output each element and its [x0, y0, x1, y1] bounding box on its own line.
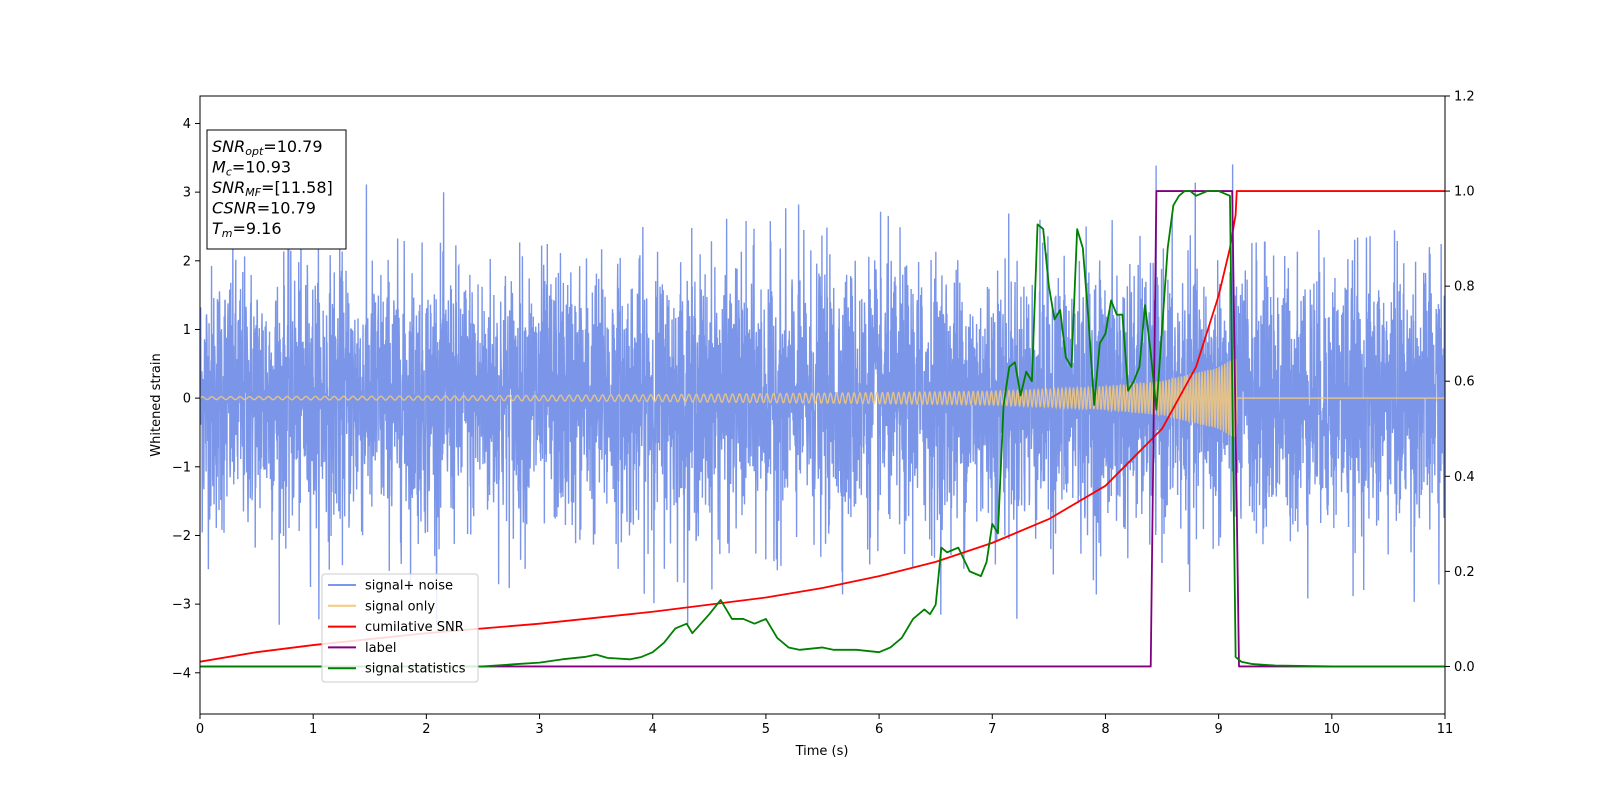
annotation-line: Mc=10.93 [212, 158, 291, 179]
series-signal-statistics [200, 190, 1445, 668]
x-tick-label: 7 [988, 722, 996, 737]
x-tick-label: 4 [649, 722, 657, 737]
y-tick-label-left: −4 [172, 666, 191, 681]
annotation-line: CSNR=10.79 [212, 199, 316, 218]
y-tick-label-left: −2 [172, 529, 191, 544]
series-signal-only [200, 357, 1445, 437]
x-tick-label: 1 [309, 722, 317, 737]
x-tick-label: 10 [1324, 722, 1341, 737]
legend: signal+ noise signal only cumilative SNR la… [321, 573, 479, 683]
x-tick-label: 5 [762, 722, 770, 737]
annotation-line: Tm=9.16 [212, 219, 282, 240]
y-tick-label-right: 1.0 [1454, 185, 1475, 200]
legend-frame [321, 573, 479, 683]
x-tick-label: 11 [1437, 722, 1454, 737]
y-tick-label-right: 0.0 [1454, 660, 1475, 675]
x-tick-label: 6 [875, 722, 883, 737]
x-tick-label: 0 [196, 722, 204, 737]
legend-label: signal+ noise [365, 579, 453, 594]
annotation-line: SNRMF=[11.58] [212, 178, 333, 199]
y-tick-label-left: 1 [183, 323, 191, 338]
y-axis-label: Whitened strain [149, 353, 164, 456]
plot-frame [199, 95, 1446, 715]
y-tick-label-right: 0.4 [1454, 470, 1475, 485]
y-tick-label-right: 0.6 [1454, 375, 1475, 390]
x-tick-label: 8 [1101, 722, 1109, 737]
axes: 0 1 2 3 4 5 6 7 8 9 10 1143210−1−2−3−41.21.00.80.60… [172, 90, 1475, 738]
y-tick-label-right: 0.8 [1454, 280, 1475, 295]
legend-label: label [365, 641, 396, 656]
series-label [200, 190, 1445, 668]
annotation-frame [206, 129, 347, 250]
series-signal-noise [200, 164, 1445, 625]
x-tick-label: 3 [535, 722, 543, 737]
legend-label: cumilative SNR [365, 620, 464, 635]
x-axis-label: Time (s) [795, 744, 849, 759]
y-tick-label-left: −3 [172, 598, 191, 613]
annotation-box: SNRopt=10.79Mc=10.93SNRMF=[11.58]CSNR=10… [206, 129, 347, 250]
y-tick-label-left: 3 [183, 186, 191, 201]
y-tick-label-left: −1 [172, 460, 191, 475]
x-tick-label: 9 [1214, 722, 1222, 737]
y-tick-label-left: 4 [183, 117, 191, 132]
y-tick-label-left: 0 [183, 392, 191, 407]
y-tick-label-right: 1.2 [1454, 90, 1475, 105]
x-tick-label: 2 [422, 722, 430, 737]
legend-label: signal only [365, 599, 435, 614]
y-tick-label-left: 2 [183, 254, 191, 269]
y-tick-label-right: 0.2 [1454, 565, 1475, 580]
annotation-line: SNRopt=10.79 [212, 137, 323, 158]
legend-label: signal statistics [365, 662, 466, 677]
